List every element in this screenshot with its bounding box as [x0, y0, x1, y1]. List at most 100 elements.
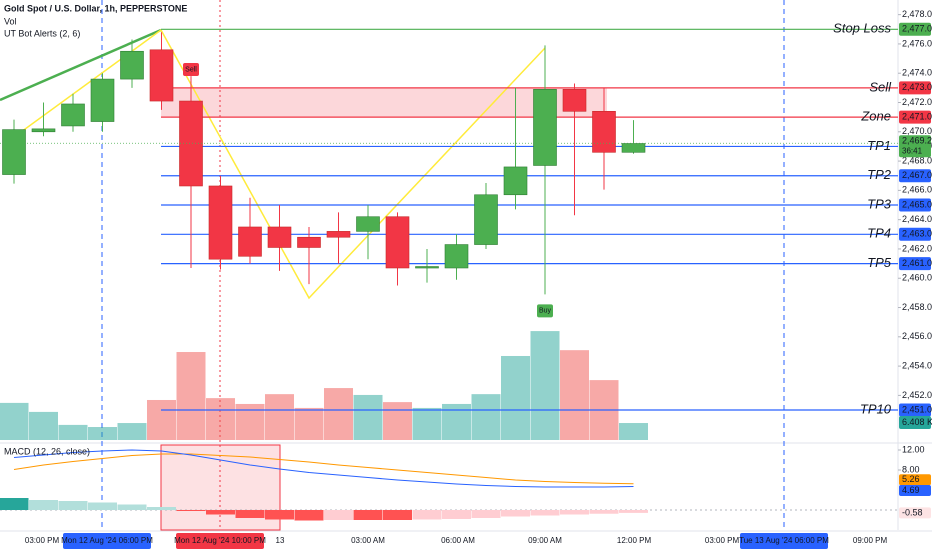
axis-label-box [899, 257, 931, 271]
y-tick-label: 2,462.00 [902, 243, 932, 253]
x-tick-label: 13 [276, 536, 285, 545]
level-label: TP1 [867, 138, 891, 153]
chart-title: Gold Spot / U.S. Dollar, 1h, PEPPERSTONE [4, 3, 187, 13]
trend-line [0, 28, 162, 102]
histogram-bar [412, 510, 442, 520]
histogram-bar [442, 510, 471, 519]
axis-label: 2,477.00 [902, 24, 932, 34]
x-tick-label: 03:00 AM [351, 536, 385, 545]
candle-body [326, 231, 351, 238]
axis-label: 2,461.00 [902, 258, 932, 268]
signal-label: Buy [539, 308, 552, 315]
volume-bar [147, 399, 176, 440]
histogram-bar [117, 504, 147, 510]
volume-bar [412, 407, 442, 440]
volume-bar [324, 388, 353, 440]
candle-body [503, 166, 528, 196]
candle-body [297, 236, 321, 248]
y-tick-label: 2,464.00 [902, 214, 932, 224]
level-label: TP2 [867, 167, 892, 182]
volume-bar [0, 402, 29, 440]
countdown: 36:41 [902, 146, 923, 155]
axis-label: 2,451.00 [902, 404, 932, 414]
axis-label-box [899, 507, 931, 519]
candle-body [385, 216, 410, 269]
candle-body [90, 78, 115, 122]
axis-label-box [899, 169, 931, 183]
signal-line [13, 453, 634, 485]
axis-label-box [899, 474, 931, 486]
volume-last-label: 6.408 K [902, 417, 932, 427]
level-label: Sell [869, 79, 892, 94]
histogram-bar [589, 510, 619, 514]
y-tick-label: 2,468.00 [902, 155, 932, 165]
y2-tick-label: 12.00 [902, 444, 925, 454]
volume-bar [294, 407, 324, 440]
volume-bar [58, 424, 88, 440]
x-tick-label: 03:00 PM [705, 536, 740, 545]
time-label-box [740, 533, 828, 549]
volume-bar [383, 402, 412, 440]
volume-bar [117, 423, 147, 440]
histogram-bar [0, 498, 29, 510]
x-tick-label: Mon 12 Aug '24 10:00 PM [174, 536, 266, 545]
candle-body [149, 49, 174, 102]
volume-bar [471, 394, 501, 440]
axis-label: 2,463.00 [902, 229, 932, 239]
volume-bar [619, 423, 648, 440]
candle-body [208, 185, 233, 260]
volume-bar [501, 355, 530, 440]
plot: 2,478.00 2,476.00 2,474.00 2,472.00 2,470.00… [0, 9, 932, 549]
axis-label: 2,467.00 [902, 170, 932, 180]
x-tick-label: 12:00 PM [617, 536, 652, 545]
y-tick-label: 2,454.00 [902, 360, 932, 370]
x-tick-label: 03:00 PM [25, 536, 60, 545]
last-price-box [899, 135, 931, 158]
x-tick-label: Tue 13 Aug '24 06:00 PM [739, 536, 829, 545]
time-label-box [63, 533, 151, 549]
level-label: TP3 [867, 196, 892, 211]
histogram-bar [619, 510, 648, 513]
y-tick-label: 2,466.00 [902, 185, 932, 195]
histogram-bar [147, 507, 176, 510]
histogram-bar [235, 510, 265, 518]
candle-body [562, 89, 587, 112]
candle-body [2, 129, 26, 175]
y-tick-label: 2,452.00 [902, 390, 932, 400]
last-price-label: 2,469.22 [902, 136, 932, 146]
axis-label: -0.58 [902, 507, 923, 517]
candle-body [31, 128, 56, 133]
candle-body [415, 266, 439, 269]
volume-bar [88, 427, 117, 440]
histogram-bar [324, 510, 353, 520]
level-label: Stop Loss [833, 21, 891, 36]
axis-label: 2,471.00 [902, 112, 932, 122]
level-label: TP4 [867, 226, 891, 241]
volume-bar [442, 403, 471, 440]
candle-body [533, 89, 557, 166]
candle-body [356, 216, 380, 232]
signal-label: Sell [185, 66, 197, 73]
volume-bar [530, 331, 560, 440]
indicator-label: UT Bot Alerts (2, 6) [4, 28, 80, 38]
x-tick-label: 09:00 AM [528, 536, 562, 545]
volume-bar [176, 352, 206, 440]
level-label: TP10 [860, 401, 892, 416]
y-tick-label: 2,470.00 [902, 126, 932, 136]
axis-label: 2,473.00 [902, 82, 932, 92]
indicator-label: Vol [4, 16, 17, 26]
macd-line [13, 449, 634, 488]
axis-label-box [899, 403, 931, 417]
axis-label-box [899, 81, 931, 95]
level-label: TP5 [867, 255, 892, 270]
histogram-bar [560, 510, 589, 515]
y-tick-label: 2,476.00 [902, 38, 932, 48]
candle-body [267, 226, 292, 248]
signal-box [183, 63, 199, 77]
histogram-bar [383, 510, 412, 520]
axis-label-box [899, 22, 931, 36]
zone-fill [161, 87, 607, 118]
volume-bar [29, 411, 58, 440]
